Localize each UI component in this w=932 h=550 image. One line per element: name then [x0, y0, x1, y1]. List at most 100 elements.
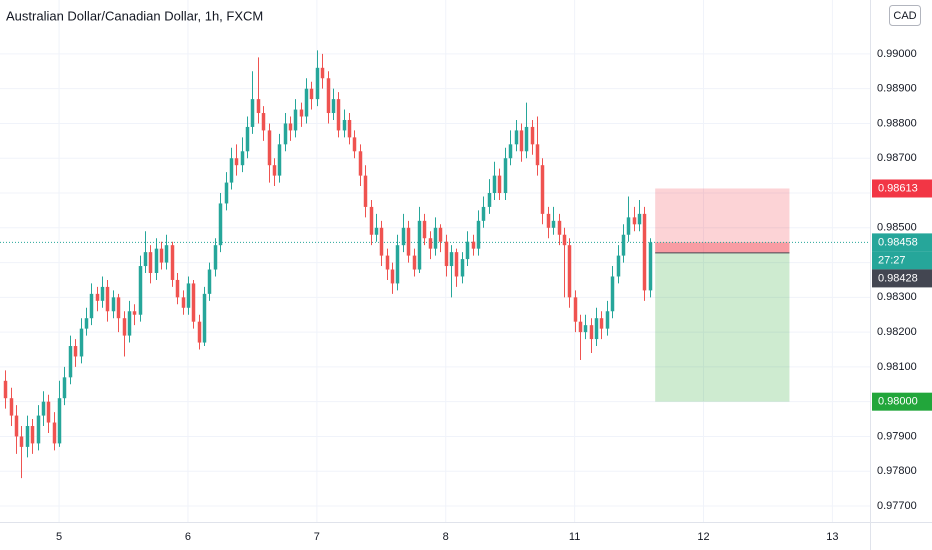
candle-body	[535, 144, 540, 166]
entry-price-tag: 0.98428	[872, 269, 932, 288]
stop-price-tag-bg	[872, 179, 932, 198]
x-tick-label: 11	[569, 531, 580, 543]
y-tick-label: 0.97800	[877, 465, 917, 477]
candle-body	[250, 99, 255, 127]
candle-body	[487, 193, 492, 207]
candle-body	[589, 325, 594, 340]
candle-body	[143, 252, 148, 267]
candle-body	[170, 245, 175, 280]
currency-label[interactable]: CAD	[893, 10, 916, 22]
candle-body	[30, 426, 35, 444]
countdown-tag-bg	[872, 251, 932, 270]
x-tick-label: 8	[443, 531, 449, 543]
candle-body	[551, 220, 556, 228]
entry-price-tag-label: 0.98428	[878, 272, 918, 284]
candle-body	[390, 269, 395, 284]
candle-body	[610, 276, 615, 312]
candle-body	[562, 234, 567, 246]
candle-body	[347, 119, 352, 138]
x-tick-label: 13	[826, 531, 838, 543]
target-price-tag-label: 0.98000	[878, 396, 918, 408]
candle-body	[395, 245, 400, 284]
candle-body	[256, 99, 261, 114]
candle-body	[530, 126, 535, 145]
y-tick-label: 0.97900	[877, 430, 917, 442]
candle-body	[573, 297, 578, 322]
candle-body	[412, 255, 417, 270]
candle-body	[68, 346, 73, 378]
y-tick-label: 0.98300	[877, 291, 917, 303]
candle-body	[19, 436, 24, 447]
candle-body	[438, 227, 443, 242]
candle-body	[406, 227, 411, 256]
candle-body	[519, 130, 524, 152]
candle-body	[181, 297, 186, 308]
candle-body	[105, 286, 110, 312]
y-tick-label: 0.98800	[877, 117, 917, 129]
candle-body	[637, 213, 642, 225]
y-tick-label: 0.98700	[877, 152, 917, 164]
target-price-tag: 0.98000	[872, 392, 932, 411]
candle-body	[79, 328, 84, 357]
candle-body	[62, 377, 67, 399]
candle-body	[218, 203, 223, 246]
y-tick-label: 0.99000	[877, 48, 917, 60]
candle-body	[186, 283, 191, 308]
candle-body	[621, 234, 626, 256]
candle-body	[503, 158, 508, 194]
candle-body	[524, 126, 529, 152]
candle-body	[557, 220, 562, 235]
entry-price-tag-bg	[872, 269, 932, 288]
candle-body	[583, 325, 588, 333]
candle-body	[379, 227, 384, 256]
currency-button[interactable]	[889, 5, 921, 26]
candle-body	[122, 318, 127, 336]
candle-body	[401, 227, 406, 246]
candle-body	[616, 255, 621, 277]
candle-body	[363, 175, 368, 207]
candle-body	[25, 426, 30, 447]
candle-body	[84, 318, 89, 329]
candle-body	[57, 398, 62, 444]
countdown-tag-label: 27:27	[878, 254, 906, 266]
y-tick-label: 0.98200	[877, 326, 917, 338]
open-loss-zone	[655, 242, 790, 253]
candle-body	[331, 99, 336, 114]
candle-body	[476, 220, 481, 249]
candle-body	[293, 109, 298, 131]
candle-body	[578, 321, 583, 333]
stop-zone	[655, 188, 790, 253]
candle-body	[159, 248, 164, 263]
candle-body	[320, 67, 325, 79]
candle-body	[148, 252, 153, 273]
candle-body	[46, 401, 51, 423]
candle-body	[326, 78, 331, 114]
candle-body	[374, 227, 379, 235]
candle-body	[191, 283, 196, 322]
y-tick-label: 0.98500	[877, 222, 917, 234]
candle-body	[315, 67, 320, 100]
candle-body	[594, 318, 599, 340]
candle-body	[111, 297, 116, 312]
last-price-tag-bg	[872, 233, 932, 252]
candle-body	[288, 123, 293, 131]
candle-body	[454, 252, 459, 277]
candle-body	[567, 245, 572, 298]
candle-body	[648, 242, 653, 291]
candle-body	[95, 293, 100, 301]
x-tick-label: 6	[185, 531, 191, 543]
candle-body	[508, 144, 513, 159]
candle-body	[352, 137, 357, 152]
x-tick-label: 12	[697, 531, 709, 543]
target-price-tag-bg	[872, 392, 932, 411]
candle-body	[89, 293, 94, 319]
candle-body	[546, 213, 551, 228]
candle-body	[642, 213, 647, 291]
candle-body	[14, 415, 19, 437]
y-tick-label: 0.98100	[877, 361, 917, 373]
candle-body	[540, 165, 545, 214]
candle-body	[428, 238, 433, 249]
x-tick-label: 5	[56, 531, 62, 543]
